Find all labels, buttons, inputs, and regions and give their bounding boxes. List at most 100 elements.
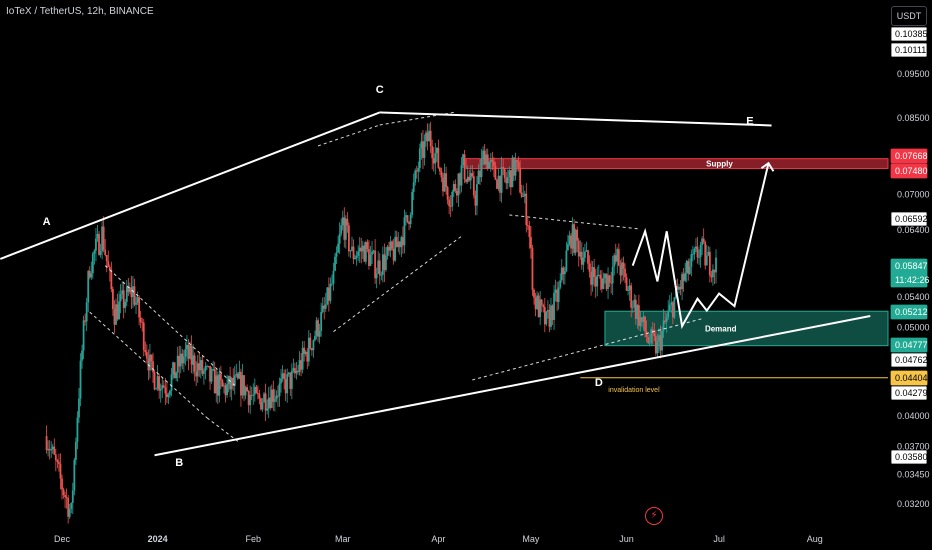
candle-body bbox=[170, 374, 173, 391]
candle-body bbox=[232, 377, 235, 386]
candle-body bbox=[85, 302, 88, 322]
price-label-box bbox=[890, 26, 928, 42]
candle-body bbox=[142, 322, 145, 350]
candle-body bbox=[91, 253, 94, 274]
candle-body bbox=[519, 167, 522, 193]
candle-body bbox=[104, 249, 107, 256]
candle-body bbox=[235, 373, 238, 376]
candle-body bbox=[525, 193, 528, 226]
candle-body bbox=[173, 362, 176, 379]
price-label: 0.06592 bbox=[895, 214, 928, 224]
time-tick-label: Feb bbox=[246, 534, 262, 544]
price-tick-label: 0.03200 bbox=[897, 499, 930, 509]
price-label: 0.05847 bbox=[895, 261, 928, 271]
candle-body bbox=[266, 408, 269, 411]
candle-body bbox=[201, 360, 204, 374]
candle-body bbox=[662, 320, 665, 331]
candle-body bbox=[463, 154, 466, 180]
candle-body bbox=[206, 365, 208, 367]
candle-body bbox=[297, 370, 299, 373]
candle-body bbox=[102, 226, 105, 250]
price-label-box bbox=[890, 352, 928, 368]
candle-body bbox=[713, 269, 716, 273]
candle-body bbox=[74, 441, 77, 460]
candle-body bbox=[702, 238, 705, 242]
candle-body bbox=[62, 489, 65, 496]
pattern-line bbox=[104, 265, 236, 386]
candle-body bbox=[386, 246, 389, 256]
price-tick-label: 0.04000 bbox=[897, 411, 930, 421]
candle-body bbox=[506, 176, 509, 184]
candle-body bbox=[383, 254, 386, 270]
invalidation-label: invalidation level bbox=[608, 387, 660, 394]
candle-body bbox=[593, 267, 596, 277]
candle-body bbox=[508, 170, 511, 177]
supply-label: Supply bbox=[706, 160, 733, 169]
price-tick-label: 0.07000 bbox=[897, 190, 930, 200]
candle-body bbox=[215, 375, 218, 394]
candle-body bbox=[644, 316, 646, 332]
candle-body bbox=[499, 175, 501, 193]
candle-body bbox=[337, 243, 340, 253]
candle-body bbox=[181, 353, 184, 364]
candle-body bbox=[53, 446, 56, 455]
candle-body bbox=[607, 275, 609, 289]
candle-body bbox=[358, 247, 361, 252]
candle-body bbox=[184, 349, 187, 357]
candle-body bbox=[343, 217, 346, 240]
candle-body bbox=[88, 270, 91, 278]
candle-body bbox=[224, 385, 227, 396]
candle-body bbox=[272, 389, 275, 402]
candle-body bbox=[357, 251, 360, 256]
candle-body bbox=[128, 287, 131, 293]
candle-body bbox=[178, 355, 181, 367]
candle-body bbox=[64, 495, 66, 498]
wave-label-b: B bbox=[175, 457, 183, 469]
wave-label-e: E bbox=[746, 115, 753, 127]
candle-body bbox=[207, 365, 210, 367]
candle-body bbox=[81, 350, 83, 361]
candle-body bbox=[221, 380, 224, 387]
candle-body bbox=[314, 335, 316, 341]
candle-body bbox=[310, 348, 313, 351]
candle-body bbox=[530, 237, 532, 249]
candle-body bbox=[368, 249, 370, 266]
pattern-line bbox=[379, 111, 454, 126]
candle-body bbox=[599, 274, 602, 279]
candle-body bbox=[210, 369, 213, 382]
candle-body bbox=[613, 255, 616, 267]
candle-body bbox=[509, 170, 512, 188]
candle-body bbox=[642, 316, 645, 322]
candle-body bbox=[639, 317, 642, 326]
candle-body bbox=[455, 190, 458, 196]
time-tick-label: Jul bbox=[713, 534, 725, 544]
candle-body bbox=[112, 289, 114, 310]
candle-body bbox=[668, 304, 671, 311]
candle-body bbox=[565, 250, 568, 272]
candle-body bbox=[250, 394, 253, 396]
price-label: 0.07668 bbox=[895, 151, 928, 161]
candle-body bbox=[256, 392, 259, 395]
candle-body bbox=[650, 329, 653, 343]
candle-body bbox=[485, 154, 488, 165]
candle-body bbox=[264, 393, 267, 411]
lightning-icon[interactable]: ⚡ bbox=[645, 507, 663, 525]
price-axis: 0.09500 0.08500 0.07000 0.06400 0.05400 0.050… bbox=[897, 69, 930, 509]
candle-body bbox=[408, 221, 410, 225]
candle-body bbox=[687, 260, 690, 274]
candle-body bbox=[557, 287, 560, 302]
candle-body bbox=[95, 238, 97, 251]
candle-body bbox=[691, 254, 694, 255]
candle-body bbox=[277, 395, 279, 397]
currency-button[interactable]: USDT bbox=[891, 6, 927, 26]
candle-body bbox=[469, 173, 472, 181]
candle-body bbox=[286, 374, 289, 394]
candle-body bbox=[244, 387, 247, 396]
candle-body bbox=[50, 449, 53, 451]
trendlines-layer bbox=[0, 111, 871, 457]
candle-body bbox=[45, 436, 48, 451]
candle-body bbox=[597, 274, 600, 276]
candle-body bbox=[65, 497, 68, 499]
candle-body bbox=[326, 287, 329, 305]
